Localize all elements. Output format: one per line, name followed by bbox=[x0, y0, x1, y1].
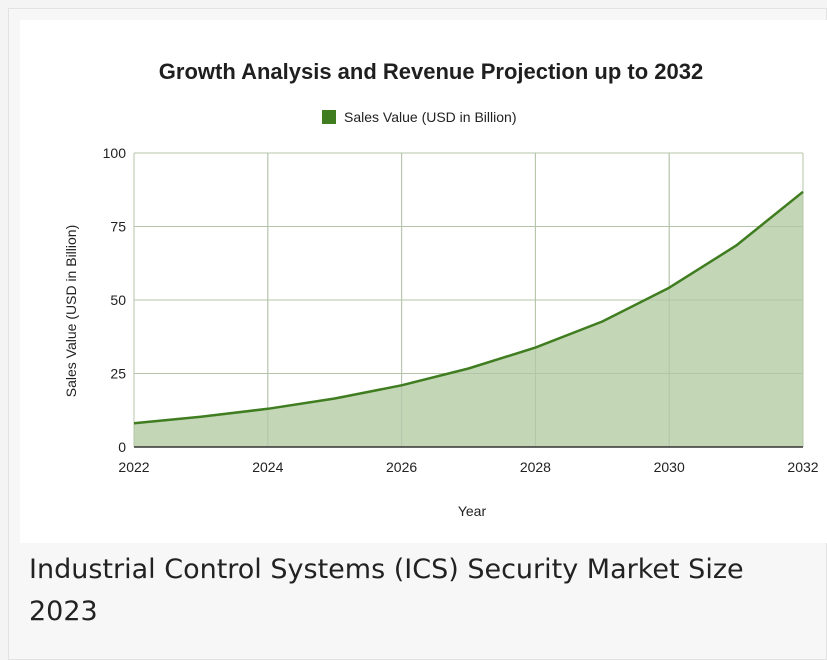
area-fill bbox=[134, 191, 803, 447]
y-tick-label: 100 bbox=[103, 145, 127, 161]
plot-area bbox=[133, 152, 804, 448]
y-tick-label: 50 bbox=[110, 292, 126, 308]
x-axis-title: Year bbox=[458, 503, 487, 519]
y-axis-title: Sales Value (USD in Billion) bbox=[63, 225, 79, 397]
area-chart: Growth Analysis and Revenue Projection u… bbox=[63, 59, 819, 519]
x-tick-label: 2026 bbox=[386, 459, 417, 475]
chart-title: Growth Analysis and Revenue Projection u… bbox=[159, 59, 703, 84]
x-tick-label: 2028 bbox=[520, 459, 551, 475]
chart-caption: Industrial Control Systems (ICS) Securit… bbox=[29, 554, 744, 627]
legend-label: Sales Value (USD in Billion) bbox=[344, 109, 516, 125]
x-tick-label: 2030 bbox=[654, 459, 685, 475]
series-line bbox=[133, 190, 804, 425]
legend-swatch bbox=[322, 110, 336, 124]
x-tick-label: 2032 bbox=[787, 459, 818, 475]
x-tick-label: 2022 bbox=[118, 459, 149, 475]
chart-card: Growth Analysis and Revenue Projection u… bbox=[8, 8, 827, 660]
x-tick-label: 2024 bbox=[252, 459, 283, 475]
axis-ticks: 0 25 50 75 100 2022 2024 2026 2028 2030 2032 bbox=[103, 145, 819, 475]
y-tick-label: 75 bbox=[110, 219, 126, 235]
chart-area: Growth Analysis and Revenue Projection u… bbox=[20, 20, 827, 543]
legend: Sales Value (USD in Billion) bbox=[322, 109, 516, 125]
y-tick-label: 0 bbox=[118, 439, 126, 455]
y-tick-label: 25 bbox=[110, 366, 126, 382]
